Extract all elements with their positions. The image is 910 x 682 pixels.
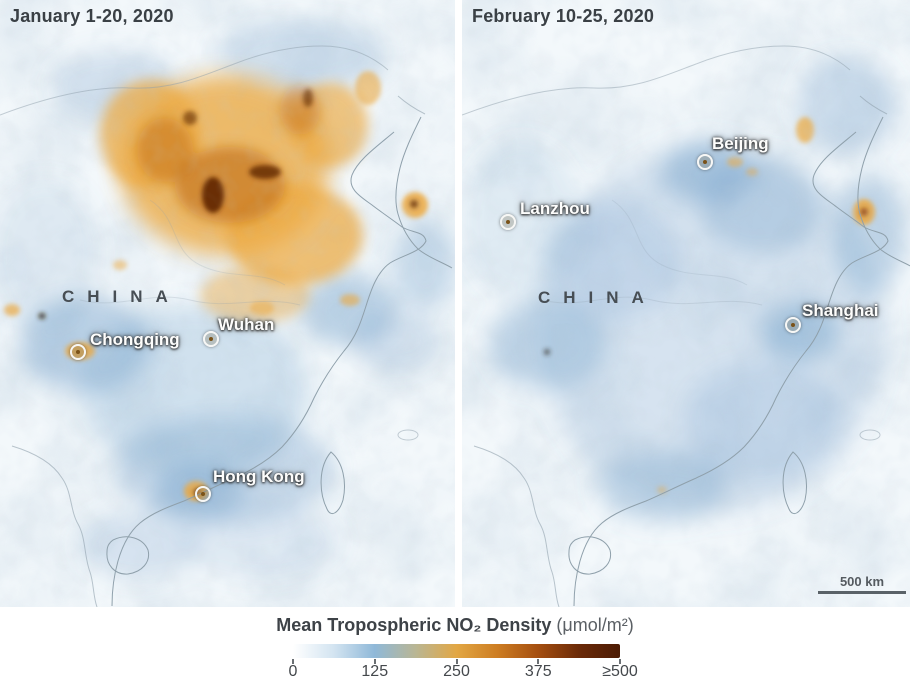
city-marker-wuhan <box>203 331 219 347</box>
city-marker-dot <box>506 220 510 224</box>
colorbar-tick-label-500: ≥500 <box>602 663 638 680</box>
city-label-wuhan: Wuhan <box>218 315 275 334</box>
colorbar-tick-label-250: 250 <box>443 663 470 680</box>
city-marker-dot <box>703 160 707 164</box>
city-marker-dot <box>209 337 213 341</box>
colorbar-tick <box>292 659 294 664</box>
city-marker-dot <box>76 350 80 354</box>
map-panel-january: January 1-20, 2020 CHINA Chongqing Wuhan… <box>0 0 455 607</box>
scale-bar-label: 500 km <box>839 574 885 589</box>
scale-bar-line <box>818 591 906 594</box>
city-label-shanghai: Shanghai <box>802 301 879 320</box>
colorbar-wrap: 0 125 250 375 ≥500 <box>289 644 638 680</box>
colorbar-tick <box>619 659 621 664</box>
colorbar-tick <box>373 659 376 664</box>
colorbar-tick-label-375: 375 <box>524 663 552 680</box>
colorbar-tick <box>537 659 540 664</box>
map-title-january: January 1-20, 2020 <box>10 6 174 26</box>
map-panel-february: February 10-25, 2020 CHINA Lanzhou Beiji… <box>462 0 910 607</box>
map-canvas-february <box>462 0 910 607</box>
maps-row: January 1-20, 2020 CHINA Chongqing Wuhan… <box>0 0 910 607</box>
city-marker-hong-kong <box>195 486 211 502</box>
city-label-lanzhou: Lanzhou <box>520 199 590 218</box>
legend-title-units: (μmol/m²) <box>551 615 634 635</box>
city-marker-dot <box>201 492 205 496</box>
map-title-february: February 10-25, 2020 <box>472 6 655 26</box>
map-canvas-january <box>0 0 455 607</box>
city-marker-chongqing <box>70 344 86 360</box>
colorbar-tick-label-125: 125 <box>361 663 389 680</box>
colorbar-tick-label-0: 0 <box>288 663 298 680</box>
country-label-china-february: CHINA <box>538 288 657 307</box>
city-marker-dot <box>791 323 795 327</box>
colorbar-tick <box>455 659 458 664</box>
legend-title: Mean Tropospheric NO₂ Density (μmol/m²) <box>0 615 910 636</box>
city-marker-shanghai <box>785 317 801 333</box>
legend-title-text: Mean Tropospheric NO₂ Density <box>276 615 552 635</box>
colorbar-gradient <box>293 644 620 658</box>
city-label-chongqing: Chongqing <box>90 330 180 349</box>
city-label-hong-kong: Hong Kong <box>213 467 305 486</box>
city-label-beijing: Beijing <box>712 134 769 153</box>
scale-bar: 500 km <box>817 574 907 594</box>
legend: Mean Tropospheric NO₂ Density (μmol/m²) … <box>0 607 910 682</box>
city-marker-beijing <box>697 154 713 170</box>
country-label-china-january: CHINA <box>62 287 181 306</box>
city-marker-lanzhou <box>500 214 516 230</box>
panel-divider <box>455 0 462 607</box>
